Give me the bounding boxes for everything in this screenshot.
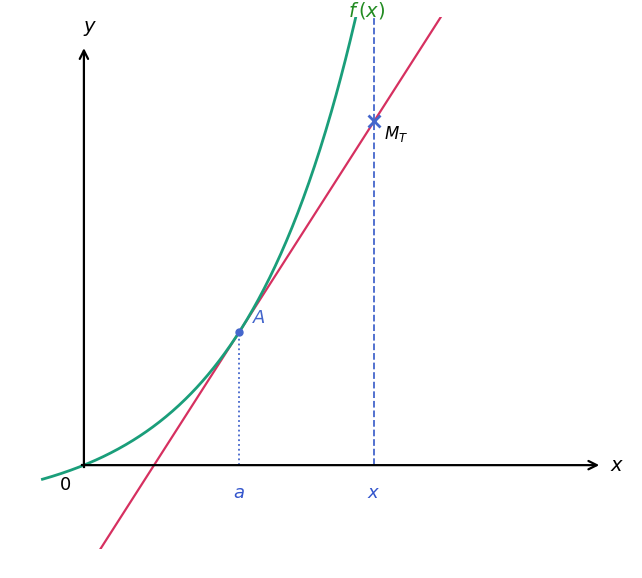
- Text: $x$: $x$: [367, 484, 381, 502]
- Text: $y$: $y$: [83, 19, 97, 38]
- Text: $a$: $a$: [234, 484, 245, 502]
- Text: $A$: $A$: [252, 309, 266, 327]
- Text: $x$: $x$: [611, 455, 625, 475]
- Text: $M_T$: $M_T$: [385, 124, 408, 144]
- Text: $0$: $0$: [60, 476, 71, 494]
- Text: $f\,(x)$: $f\,(x)$: [348, 0, 385, 21]
